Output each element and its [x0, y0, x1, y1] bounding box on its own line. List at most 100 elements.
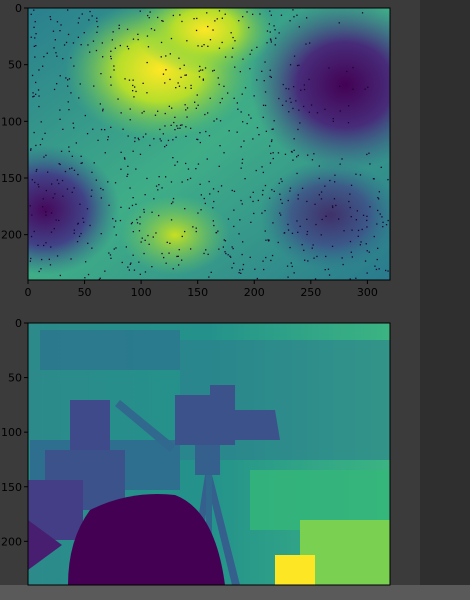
scatter-dot: [307, 231, 308, 232]
scatter-dot: [292, 233, 293, 234]
scatter-dot: [377, 259, 378, 260]
scatter-dot: [92, 15, 93, 16]
scatter-dot: [234, 67, 235, 68]
scatter-dot: [71, 168, 72, 169]
scatter-dot: [120, 207, 121, 208]
scatter-dot: [270, 153, 271, 154]
scatter-dot: [178, 58, 179, 59]
scatter-dot: [176, 125, 177, 126]
scatter-dot: [168, 253, 169, 254]
scatter-dot: [72, 156, 73, 157]
scatter-dot: [186, 116, 187, 117]
scatter-dot: [73, 127, 74, 128]
scatter-dot: [325, 269, 326, 270]
scatter-dot: [293, 16, 294, 17]
chart1-ytick-label: 0: [15, 2, 22, 15]
scatter-dot: [171, 125, 172, 126]
scatter-dot: [161, 140, 162, 141]
scatter-dot: [130, 119, 131, 120]
scatter-dot: [47, 172, 48, 173]
scatter-dot: [60, 75, 61, 76]
scatter-dot: [38, 184, 39, 185]
scatter-dot: [296, 220, 297, 221]
scatter-dot: [82, 218, 83, 219]
scatter-dot: [299, 26, 300, 27]
scatter-dot: [377, 197, 378, 198]
scatter-dot: [258, 134, 259, 135]
heatmap-2-image: [28, 323, 390, 585]
scatter-dot: [96, 18, 97, 19]
scatter-dot: [367, 250, 368, 251]
scatter-dot: [68, 109, 69, 110]
scatter-dot: [351, 252, 352, 253]
scatter-dot: [213, 120, 214, 121]
scatter-dot: [269, 23, 270, 24]
scatter-dot: [73, 65, 74, 66]
scatter-dot: [147, 15, 148, 16]
scatter-dot: [121, 152, 122, 153]
scatter-dot: [38, 89, 39, 90]
scatter-dot: [138, 138, 139, 139]
scatter-dot: [47, 53, 48, 54]
scatter-dot: [253, 192, 254, 193]
scatter-dot: [302, 188, 303, 189]
scatter-dot: [139, 230, 140, 231]
scatter-dot: [306, 219, 307, 220]
scatter-dot: [138, 262, 139, 263]
scatter-dot: [128, 135, 129, 136]
scatter-dot: [293, 86, 294, 87]
scatter-dot: [233, 263, 234, 264]
scatter-dot: [209, 193, 210, 194]
scatter-dot: [73, 42, 74, 43]
scatter-dot: [351, 230, 352, 231]
scatter-dot: [159, 129, 160, 130]
scatter-dot: [96, 32, 97, 33]
scatter-dot: [179, 249, 180, 250]
scatter-dot: [179, 68, 180, 69]
scatter-dot: [207, 26, 208, 27]
scatter-dot: [387, 179, 388, 180]
scatter-dot: [239, 269, 240, 270]
scatter-dot: [185, 163, 186, 164]
scatter-dot: [302, 244, 303, 245]
scatter-dot: [232, 48, 233, 49]
scatter-dot: [113, 65, 114, 66]
scatter-dot: [81, 44, 82, 45]
scatter-dot: [324, 109, 325, 110]
scatter-dot: [79, 18, 80, 19]
heatmap-1-image: [0, 0, 440, 280]
scatter-dot: [333, 118, 334, 119]
scatter-dot: [74, 230, 75, 231]
scatter-dot: [153, 198, 154, 199]
scatter-dot: [30, 150, 31, 151]
scatter-dot: [108, 205, 109, 206]
scatter-dot: [253, 213, 254, 214]
scatter-dot: [225, 56, 226, 57]
scatter-dot: [180, 77, 181, 78]
scatter-dot: [165, 55, 166, 56]
scatter-dot: [363, 215, 364, 216]
scatter-dot: [270, 260, 271, 261]
scatter-dot: [254, 269, 255, 270]
scatter-dot: [233, 248, 234, 249]
scatter-dot: [79, 204, 80, 205]
scatter-dot: [91, 172, 92, 173]
scatter-dot: [82, 13, 83, 14]
scatter-dot: [186, 74, 187, 75]
scatter-dot: [172, 139, 173, 140]
scatter-dot: [55, 39, 56, 40]
scatter-dot: [304, 260, 305, 261]
scatter-dot: [146, 92, 147, 93]
scatter-dot: [295, 100, 296, 101]
scatter-dot: [110, 127, 111, 128]
scatter-dot: [292, 266, 293, 267]
scatter-dot: [38, 69, 39, 70]
scatter-dot: [174, 117, 175, 118]
scatter-dot: [256, 79, 257, 80]
scatter-dot: [252, 201, 253, 202]
scatter-dot: [34, 182, 35, 183]
scatter-dot: [221, 185, 222, 186]
scatter-dot: [132, 90, 133, 91]
scatter-dot: [140, 274, 141, 275]
scatter-dot: [227, 92, 228, 93]
